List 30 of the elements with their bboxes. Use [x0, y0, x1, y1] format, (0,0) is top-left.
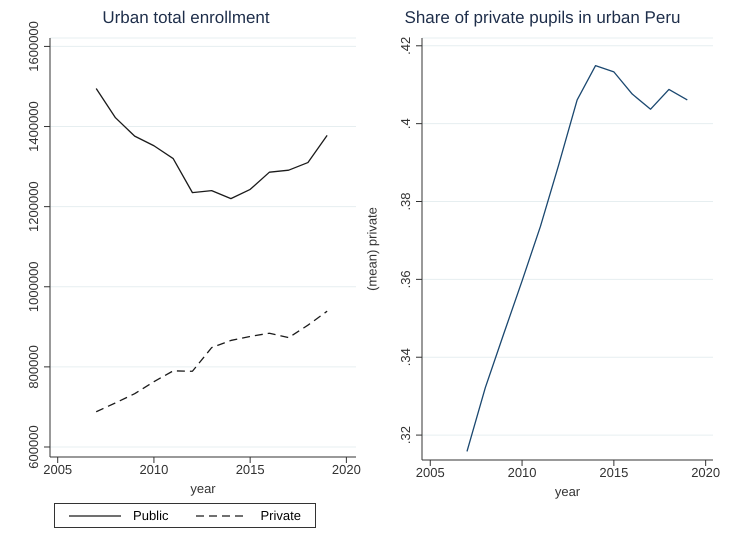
chart-title: Share of private pupils in urban Peru — [404, 8, 682, 29]
y-tick-label: 1400000 — [26, 101, 41, 152]
y-tick-label: 1200000 — [26, 181, 41, 232]
x-tick-label: 2005 — [416, 465, 445, 480]
legend-label: Public — [133, 508, 168, 523]
x-axis-title: year — [554, 484, 581, 499]
y-tick-label: .4 — [398, 118, 413, 130]
x-tick-label: 2020 — [691, 465, 720, 480]
x-tick-label: 2010 — [139, 462, 168, 478]
y-tick-label: .34 — [398, 348, 413, 366]
line-series — [96, 310, 328, 412]
x-tick-label: 2010 — [508, 465, 537, 480]
chart-title: Urban total enrollment — [102, 8, 270, 27]
x-tick-label: 2015 — [236, 462, 265, 478]
y-tick-label: .38 — [398, 192, 413, 211]
x-tick-label: 2020 — [332, 462, 361, 478]
y-tick-label: 800000 — [26, 345, 41, 389]
y-tick-label: .36 — [398, 270, 413, 288]
y-tick-label: .42 — [398, 36, 413, 55]
y-axis-title: (mean) private — [364, 207, 380, 291]
y-tick-label: 1600000 — [26, 21, 41, 72]
y-tick-label: .32 — [398, 426, 413, 444]
x-tick-label: 2005 — [43, 462, 72, 478]
y-tick-label: 1000000 — [26, 261, 41, 312]
y-tick-label: 600000 — [26, 425, 41, 469]
line-series — [466, 64, 688, 452]
x-axis-title: year — [190, 481, 216, 496]
legend-label: Private — [260, 508, 301, 523]
x-tick-label: 2015 — [599, 465, 628, 480]
line-series — [96, 88, 328, 200]
